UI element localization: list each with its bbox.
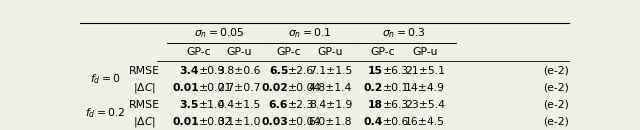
Text: 0.01: 0.01 <box>172 83 199 93</box>
Text: 2.7±0.7: 2.7±0.7 <box>217 83 260 93</box>
Text: (e-2): (e-2) <box>543 66 569 76</box>
Text: GP-u: GP-u <box>226 47 252 57</box>
Text: RMSE: RMSE <box>129 100 160 110</box>
Text: 14±4.9: 14±4.9 <box>404 83 445 93</box>
Text: GP-u: GP-u <box>412 47 438 57</box>
Text: 23±5.4: 23±5.4 <box>404 100 445 110</box>
Text: GP-c: GP-c <box>187 47 211 57</box>
Text: 8.4±1.9: 8.4±1.9 <box>308 100 352 110</box>
Text: 0.03: 0.03 <box>262 117 288 127</box>
Text: (e-2): (e-2) <box>543 100 569 110</box>
Text: $f_d = 0$: $f_d = 0$ <box>90 72 120 86</box>
Text: 16±4.5: 16±4.5 <box>404 117 445 127</box>
Text: ±6.3: ±6.3 <box>383 100 409 110</box>
Text: $|\Delta C|$: $|\Delta C|$ <box>133 115 156 129</box>
Text: $f_d = 0.2$: $f_d = 0.2$ <box>85 106 125 120</box>
Text: $\sigma_n = 0.1$: $\sigma_n = 0.1$ <box>288 26 332 40</box>
Text: 6.0±1.8: 6.0±1.8 <box>308 117 352 127</box>
Text: ±0.04: ±0.04 <box>288 83 322 93</box>
Text: ±2.3: ±2.3 <box>288 100 315 110</box>
Text: (e-2): (e-2) <box>543 117 569 127</box>
Text: 3.1±1.0: 3.1±1.0 <box>217 117 260 127</box>
Text: 7.1±1.5: 7.1±1.5 <box>308 66 352 76</box>
Text: GP-u: GP-u <box>317 47 343 57</box>
Text: 3.5: 3.5 <box>180 100 199 110</box>
Text: GP-c: GP-c <box>276 47 301 57</box>
Text: 4.8±1.4: 4.8±1.4 <box>308 83 352 93</box>
Text: 21±5.1: 21±5.1 <box>404 66 445 76</box>
Text: ±0.9: ±0.9 <box>199 66 225 76</box>
Text: RMSE: RMSE <box>129 66 160 76</box>
Text: GP-c: GP-c <box>371 47 395 57</box>
Text: 3.8±0.6: 3.8±0.6 <box>217 66 260 76</box>
Text: ±0.6: ±0.6 <box>383 117 409 127</box>
Text: ±0.04: ±0.04 <box>288 117 322 127</box>
Text: $\sigma_n = 0.3$: $\sigma_n = 0.3$ <box>382 26 426 40</box>
Text: 15: 15 <box>367 66 383 76</box>
Text: 0.2: 0.2 <box>363 83 383 93</box>
Text: 0.4: 0.4 <box>363 117 383 127</box>
Text: $|\Delta C|$: $|\Delta C|$ <box>133 81 156 95</box>
Text: 6.6: 6.6 <box>269 100 288 110</box>
Text: 3.4: 3.4 <box>180 66 199 76</box>
Text: ±0.01: ±0.01 <box>199 83 232 93</box>
Text: ±0.02: ±0.02 <box>199 117 232 127</box>
Text: 18: 18 <box>367 100 383 110</box>
Text: (e-2): (e-2) <box>543 83 569 93</box>
Text: 0.01: 0.01 <box>172 117 199 127</box>
Text: $\sigma_n = 0.05$: $\sigma_n = 0.05$ <box>193 26 244 40</box>
Text: ±2.6: ±2.6 <box>288 66 315 76</box>
Text: ±0.1: ±0.1 <box>383 83 409 93</box>
Text: 0.02: 0.02 <box>262 83 288 93</box>
Text: ±1.0: ±1.0 <box>199 100 225 110</box>
Text: ±6.3: ±6.3 <box>383 66 409 76</box>
Text: 4.4±1.5: 4.4±1.5 <box>217 100 260 110</box>
Text: 6.5: 6.5 <box>269 66 288 76</box>
